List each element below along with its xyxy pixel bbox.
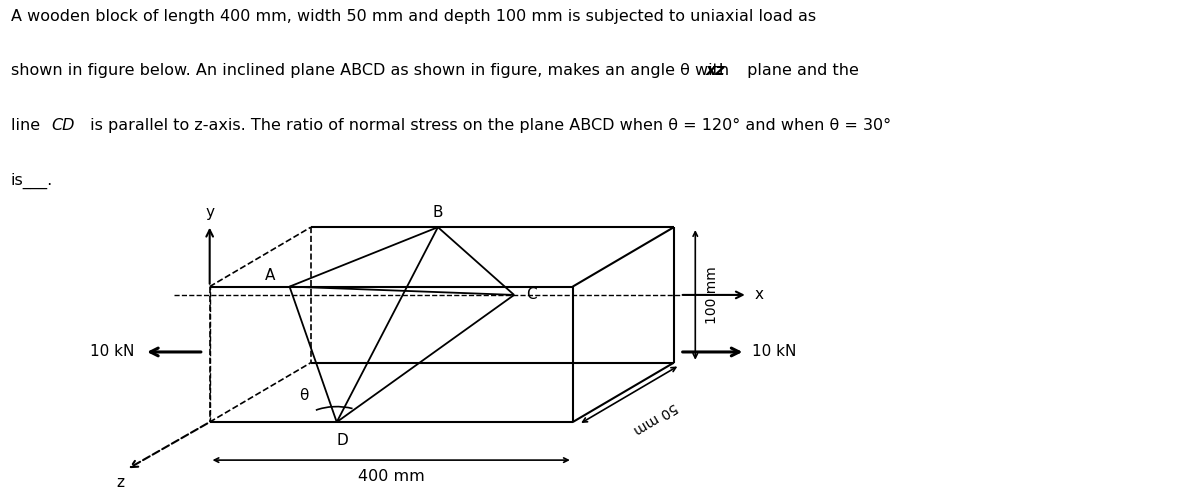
Text: θ: θ <box>298 389 308 403</box>
Text: CD: CD <box>51 118 75 133</box>
Text: A wooden block of length 400 mm, width 50 mm and depth 100 mm is subjected to un: A wooden block of length 400 mm, width 5… <box>11 8 816 24</box>
Text: 100 mm: 100 mm <box>705 266 719 324</box>
Text: 400 mm: 400 mm <box>358 469 425 484</box>
Text: shown in figure below. An inclined plane ABCD as shown in figure, makes an angle: shown in figure below. An inclined plane… <box>11 63 734 78</box>
Text: is___.: is___. <box>11 173 54 189</box>
Text: plane and the: plane and the <box>742 63 859 78</box>
Text: B: B <box>433 205 443 220</box>
Text: line: line <box>11 118 45 133</box>
Text: D: D <box>336 432 348 448</box>
Text: xz: xz <box>706 63 725 78</box>
Text: y: y <box>205 205 215 220</box>
Text: 10 kN: 10 kN <box>91 344 135 360</box>
Text: C: C <box>526 287 537 303</box>
Text: z: z <box>117 475 124 491</box>
Text: 10 kN: 10 kN <box>753 344 797 360</box>
Text: is parallel to z-axis. The ratio of normal stress on the plane ABCD when θ = 120: is parallel to z-axis. The ratio of norm… <box>85 118 891 133</box>
Text: A: A <box>265 268 276 283</box>
Text: x: x <box>755 287 764 303</box>
Text: 50 mm: 50 mm <box>631 400 680 437</box>
